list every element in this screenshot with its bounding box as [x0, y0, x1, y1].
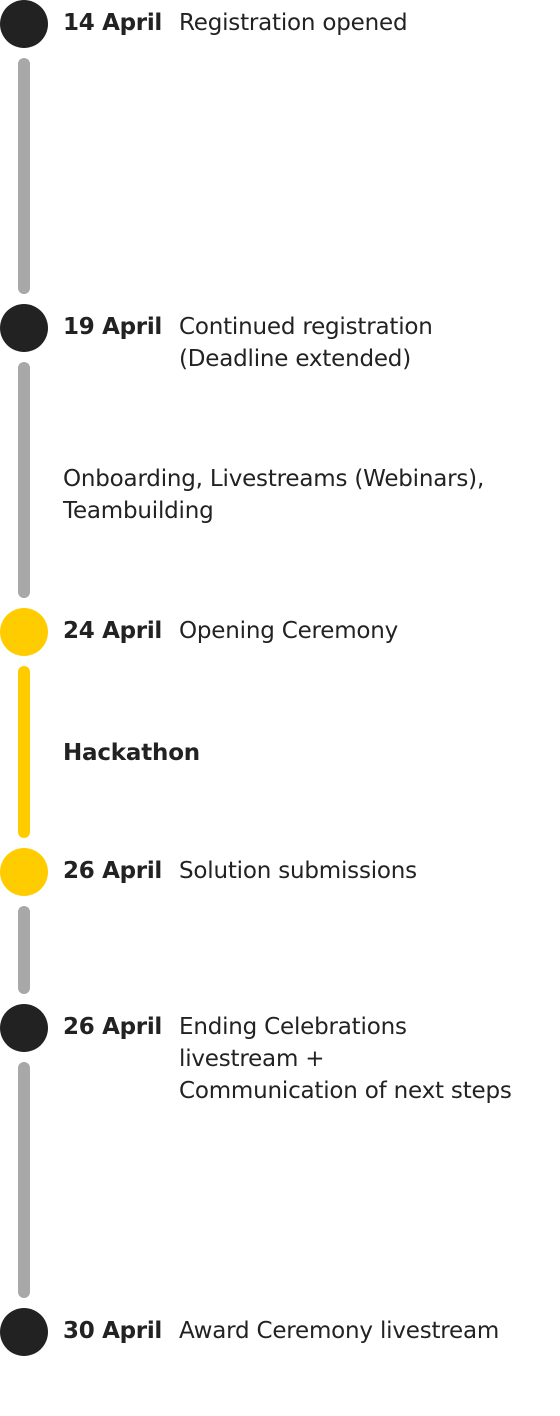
milestone-date: 30 April [63, 1318, 162, 1344]
milestone-marker-registration-opened [0, 0, 48, 48]
milestone-date: 24 April [63, 618, 162, 644]
milestone-marker-continued-registration [0, 304, 48, 352]
milestone-event-line: Registration opened [179, 10, 408, 36]
milestone-event-line: Continued registration [179, 314, 433, 340]
timeline-connector [18, 58, 30, 294]
milestone-event: Continued registration (Deadline extende… [179, 311, 433, 375]
milestone-date: 19 April [63, 314, 162, 340]
milestone-event: Solution submissions [179, 855, 417, 887]
timeline-connector-hackathon [18, 666, 30, 838]
milestone-marker-ending-celebrations [0, 1004, 48, 1052]
milestone-date: 26 April [63, 1014, 162, 1040]
milestone-marker-award-ceremony [0, 1308, 48, 1356]
milestone-event-line: Communication of next steps [179, 1078, 512, 1104]
milestone-event-line: Ending Celebrations [179, 1014, 407, 1040]
phase-line: Hackathon [63, 740, 200, 766]
phase-line: Onboarding, Livestreams (Webinars), [63, 466, 485, 492]
milestone-event-line: livestream + [179, 1046, 325, 1072]
milestone-event: Opening Ceremony [179, 615, 398, 647]
milestone-marker-solution-submissions [0, 848, 48, 896]
milestone-date: 26 April [63, 858, 162, 884]
milestone-event: Registration opened [179, 7, 408, 39]
phase-label-hackathon: Hackathon [63, 737, 200, 769]
milestone-event: Award Ceremony livestream [179, 1315, 499, 1347]
milestone-marker-opening-ceremony [0, 608, 48, 656]
milestone-event-line: Opening Ceremony [179, 618, 399, 644]
milestone-event: Ending Celebrations livestream + Communi… [179, 1011, 512, 1107]
milestone-date: 14 April [63, 10, 162, 36]
timeline-connector [18, 362, 30, 598]
timeline-connector [18, 1062, 30, 1298]
phase-label-onboarding: Onboarding, Livestreams (Webinars), Team… [63, 463, 484, 527]
milestone-event-line: Award Ceremony livestream [179, 1318, 500, 1344]
phase-line: Teambuilding [63, 498, 214, 524]
milestone-event-line: Solution submissions [179, 858, 417, 884]
milestone-event-line: (Deadline extended) [179, 346, 411, 372]
timeline-connector [18, 906, 30, 994]
